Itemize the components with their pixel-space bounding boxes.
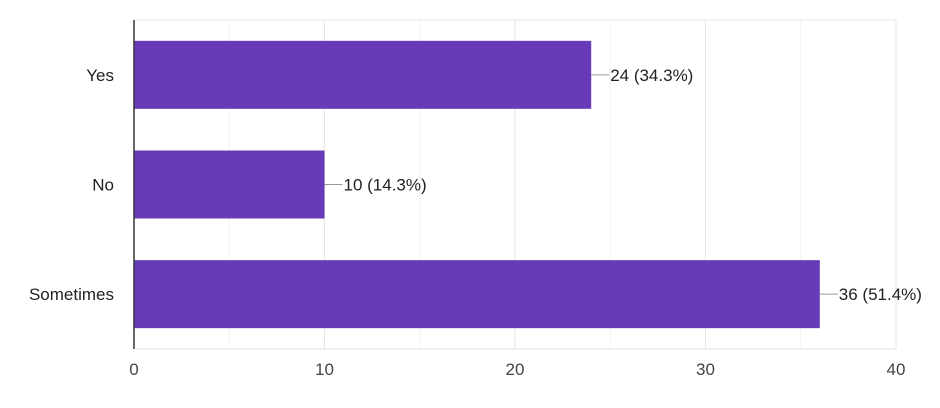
- x-tick-label: 30: [696, 360, 715, 379]
- x-tick-label: 20: [506, 360, 525, 379]
- bar-no: [134, 150, 325, 219]
- data-label: 24 (34.3%): [610, 66, 693, 85]
- data-label: 36 (51.4%): [839, 285, 922, 304]
- bar-yes: [134, 40, 592, 109]
- category-label: No: [92, 176, 114, 195]
- label-layer: 24 (34.3%) Yes 10 (14.3%) No 36 (51.4%) Somet…: [29, 66, 922, 304]
- bar-sometimes: [134, 260, 820, 329]
- data-label: 10 (14.3%): [344, 176, 427, 195]
- x-tick-label: 0: [129, 360, 138, 379]
- category-label: Yes: [86, 66, 114, 85]
- x-tick-label: 10: [315, 360, 334, 379]
- x-tick-label: 40: [887, 360, 906, 379]
- bar-layer: [134, 40, 820, 329]
- category-label: Sometimes: [29, 285, 114, 304]
- axis-layer: 0 10 20 30 40: [129, 20, 905, 379]
